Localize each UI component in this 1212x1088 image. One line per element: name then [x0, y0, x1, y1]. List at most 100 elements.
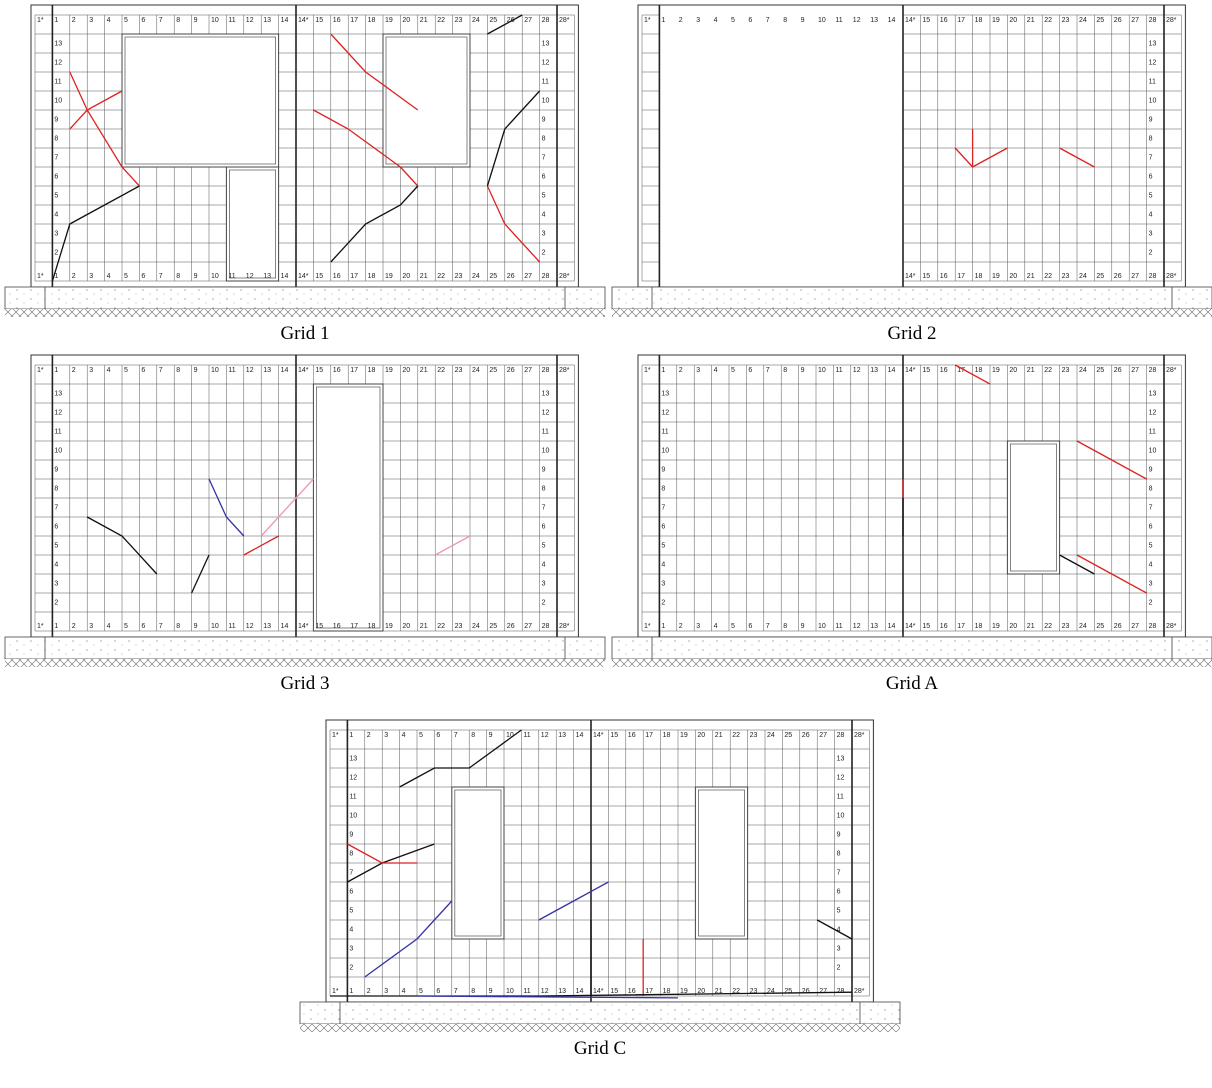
column-label: 15	[315, 623, 323, 630]
column-label: 7	[766, 623, 770, 630]
row-label: 8	[542, 485, 546, 492]
row-label: 12	[54, 59, 62, 66]
row-label: 13	[349, 755, 357, 762]
row-label: 7	[542, 504, 546, 511]
caption: Grid 3	[280, 673, 329, 694]
column-label: 5	[731, 367, 735, 374]
column-label: 22	[732, 988, 740, 995]
row-label: 8	[54, 135, 58, 142]
column-label: 6	[748, 367, 752, 374]
column-label: 6	[748, 623, 752, 630]
column-label: 16	[940, 367, 948, 374]
column-label: 14*	[593, 732, 604, 739]
column-label: 26	[1114, 273, 1122, 280]
opening	[1006, 440, 1061, 575]
opening	[312, 383, 384, 632]
column-label: 1*	[37, 17, 44, 24]
column-label: 14	[281, 623, 289, 630]
column-label: 27	[819, 988, 827, 995]
column-label: 17	[350, 623, 358, 630]
column-label: 13	[870, 367, 878, 374]
column-label: 8	[783, 17, 787, 24]
row-label: 6	[1149, 173, 1153, 180]
column-label: 8	[471, 732, 475, 739]
column-label: 9	[489, 732, 493, 739]
row-label: 11	[837, 793, 844, 800]
column-label: 18	[368, 273, 376, 280]
column-label: 7	[454, 988, 458, 995]
column-label: 15	[922, 273, 930, 280]
column-label: 24	[1079, 273, 1087, 280]
row-label: 10	[542, 447, 550, 454]
row-label: 5	[54, 192, 58, 199]
row-label: 5	[837, 907, 841, 914]
column-label: 12	[853, 623, 861, 630]
opening-frame	[385, 36, 468, 165]
column-label: 22	[437, 17, 445, 24]
column-label: 6	[141, 367, 145, 374]
crack	[69, 71, 140, 187]
row-label: 8	[661, 485, 665, 492]
column-label: 17	[350, 17, 358, 24]
column-label: 1	[349, 988, 353, 995]
crack	[330, 991, 853, 997]
column-label: 18	[368, 17, 376, 24]
column-label: 12	[853, 367, 861, 374]
column-label: 4	[107, 367, 111, 374]
row-label: 4	[1149, 211, 1153, 218]
crack	[1059, 554, 1095, 575]
row-label: 2	[661, 599, 665, 606]
column-label: 18	[975, 273, 983, 280]
column-label: 28	[837, 732, 845, 739]
column-label: 10	[211, 367, 219, 374]
column-label: 20	[402, 367, 410, 374]
opening-frame	[454, 789, 502, 937]
column-label: 13	[263, 367, 271, 374]
column-label: 13	[870, 623, 878, 630]
column-label: 7	[159, 367, 163, 374]
column-label: 10	[818, 623, 826, 630]
column-label: 5	[419, 732, 423, 739]
column-label: 17	[957, 623, 965, 630]
column-label: 10	[818, 367, 826, 374]
row-label: 12	[837, 774, 845, 781]
column-label: 19	[680, 732, 688, 739]
row-label: 11	[54, 78, 61, 85]
crack	[86, 516, 158, 575]
column-label: 17	[350, 367, 358, 374]
row-label: 13	[54, 40, 62, 47]
column-label: 2	[679, 17, 683, 24]
row-label: 11	[542, 78, 549, 85]
row-label: 12	[1149, 409, 1157, 416]
row-label: 9	[1149, 466, 1153, 473]
row-label: 13	[661, 390, 669, 397]
column-label: 24	[472, 367, 480, 374]
column-label: 24	[767, 988, 775, 995]
row-label: 4	[837, 926, 841, 933]
row-label: 10	[661, 447, 669, 454]
column-label: 10	[818, 17, 826, 24]
crack	[313, 109, 419, 187]
column-label: 5	[731, 17, 735, 24]
column-label: 18	[368, 623, 376, 630]
column-label: 8	[176, 623, 180, 630]
blank-area	[659, 14, 903, 282]
row-label: 13	[1149, 390, 1157, 397]
crack	[487, 14, 523, 35]
crack	[416, 995, 679, 999]
column-label: 9	[194, 273, 198, 280]
row-label: 2	[837, 964, 841, 971]
row-label: 3	[1149, 580, 1153, 587]
column-label: 1*	[37, 367, 44, 374]
column-label: 28*	[559, 367, 570, 374]
column-label: 28*	[1166, 273, 1177, 280]
column-label: 23	[455, 367, 463, 374]
column-label: 9	[801, 367, 805, 374]
row-label: 5	[1149, 192, 1153, 199]
column-label: 26	[802, 988, 810, 995]
column-label: 7	[766, 367, 770, 374]
row-label: 11	[54, 428, 61, 435]
row-label: 13	[542, 390, 550, 397]
column-label: 11	[835, 623, 842, 630]
